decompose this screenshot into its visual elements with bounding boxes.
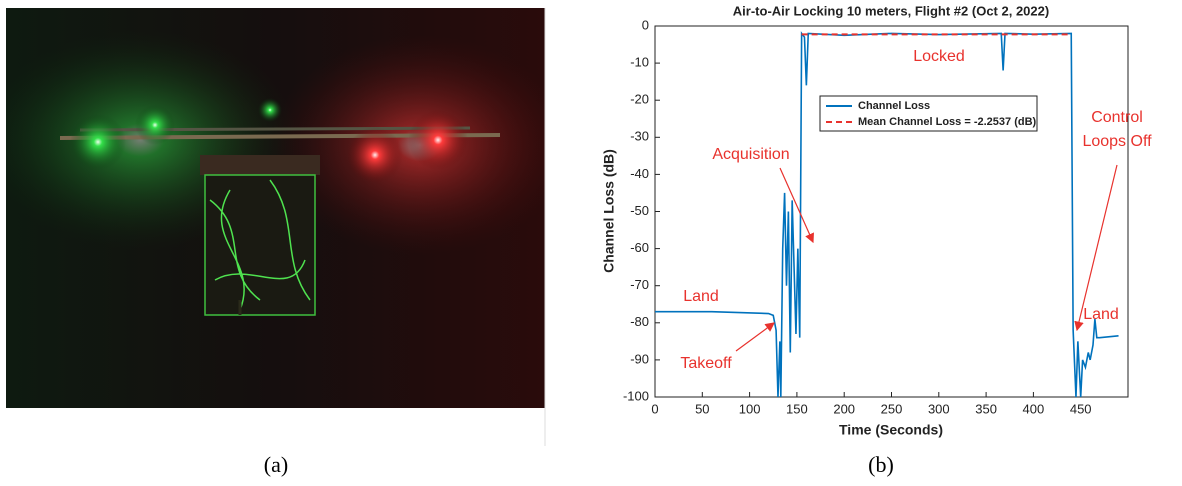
annotation: Acquisition [712,146,789,163]
x-tick-label: 200 [833,401,855,416]
x-tick-label: 150 [786,401,808,416]
annotation: Locked [913,48,965,65]
y-tick-label: -20 [630,92,649,107]
y-tick-label: -40 [630,166,649,181]
caption: (a) [264,452,288,477]
x-tick-label: 350 [975,401,997,416]
legend-label: Channel Loss [858,100,930,112]
y-tick-label: -90 [630,351,649,366]
annotation: Takeoff [680,355,732,372]
x-tick-label: 400 [1023,401,1045,416]
y-axis-label: Channel Loss (dB) [601,149,617,273]
x-tick-label: 50 [695,401,709,416]
y-tick-label: -30 [630,129,649,144]
y-tick-label: 0 [642,17,649,32]
x-tick-label: 450 [1070,401,1092,416]
y-tick-label: -50 [630,203,649,218]
x-tick-label: 0 [651,401,658,416]
annotation: Land [1083,306,1119,323]
plot-frame [655,26,1128,397]
photo [0,8,570,408]
legend: Channel Loss Mean Channel Loss = -2.2537 … [820,96,1037,131]
x-tick-label: 300 [928,401,950,416]
x-tick-label: 250 [881,401,903,416]
figure: (a) (b) Air-to-Air Locking 10 meters, Fl… [0,0,1182,486]
chart-title: Air-to-Air Locking 10 meters, Flight #2 … [733,3,1049,18]
y-tick-label: -80 [630,314,649,329]
y-tick-label: -60 [630,240,649,255]
x-tick-label: 100 [739,401,761,416]
annotation: Control [1091,109,1143,126]
legend-label: Mean Channel Loss = -2.2537 (dB) [858,116,1037,128]
annotation: Land [683,288,719,305]
caption: (b) [868,452,894,477]
annotation: Loops Off [1082,133,1152,150]
y-tick-label: -10 [630,55,649,70]
x-axis-label: Time (Seconds) [839,422,943,438]
y-tick-label: -100 [623,388,649,403]
y-tick-label: -70 [630,277,649,292]
